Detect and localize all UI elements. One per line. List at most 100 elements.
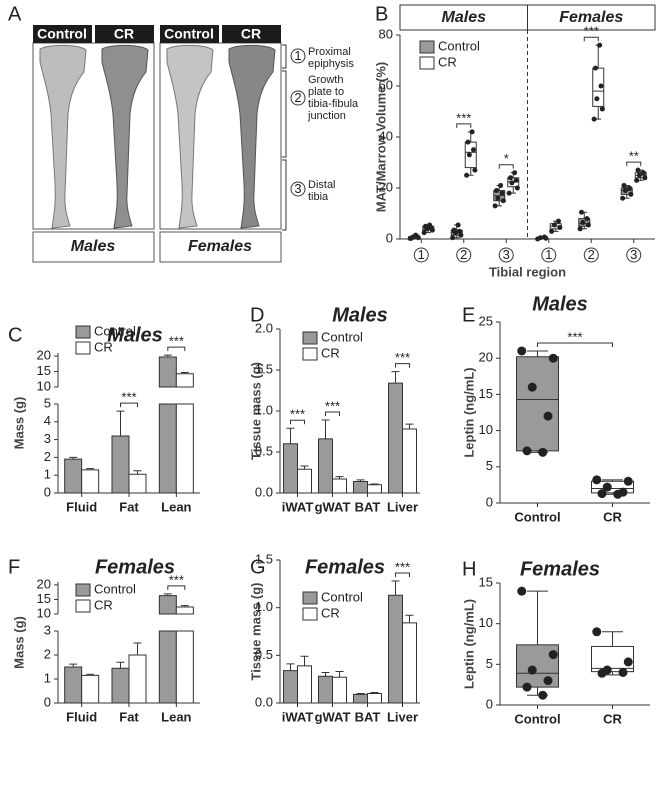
- significance-bracket: [537, 342, 613, 347]
- y-tick-label: 10: [479, 615, 493, 630]
- error-bar: [180, 371, 189, 374]
- bar: [81, 674, 100, 704]
- error-bar: [163, 593, 172, 596]
- data-point: [450, 235, 456, 241]
- circled-number: [290, 181, 306, 197]
- error-bar: [86, 468, 95, 470]
- bar: [388, 382, 403, 494]
- legend-swatch: [419, 56, 435, 70]
- bar: [175, 373, 194, 494]
- y-tick-label: 0.0: [255, 694, 273, 709]
- circled-number-text: 1: [418, 247, 425, 262]
- significance-bracket: [456, 123, 472, 128]
- region-text: Proximal: [308, 46, 351, 58]
- data-point: [538, 447, 548, 457]
- error-bar: [391, 580, 400, 596]
- significance-label: ***: [584, 24, 599, 39]
- circled-number: [456, 247, 472, 263]
- y-tick-label: 4: [44, 413, 51, 428]
- data-point: [522, 446, 532, 456]
- y-axis-label: Tissue mass (g): [248, 362, 263, 460]
- circled-number-text: 1: [545, 247, 552, 262]
- column-header: Control: [164, 26, 214, 42]
- significance-bracket: [395, 572, 410, 577]
- data-point: [636, 172, 642, 178]
- data-point: [641, 170, 646, 176]
- legend-swatch: [302, 591, 318, 605]
- data-point: [642, 175, 648, 181]
- bar: [283, 670, 298, 704]
- y-tick-label: 1.5: [255, 361, 273, 376]
- data-point: [556, 218, 561, 224]
- x-tick-label: Fat: [119, 709, 139, 724]
- data-point: [628, 191, 634, 197]
- y-axis-label: Mass (g): [11, 397, 26, 450]
- column-header: Control: [37, 26, 87, 42]
- x-tick-label: BAT: [355, 709, 381, 724]
- data-point: [598, 83, 604, 89]
- y-tick-label: 0.0: [255, 484, 273, 499]
- x-tick-label: Fat: [119, 499, 139, 514]
- y-tick-label: 10: [37, 378, 51, 393]
- data-point: [527, 665, 537, 675]
- error-bar: [321, 419, 330, 439]
- error-bar: [370, 692, 379, 694]
- region-text: plate to: [308, 86, 344, 98]
- significance-bracket: [167, 346, 186, 352]
- y-tick-label: 40: [379, 128, 393, 143]
- error-bar: [405, 423, 414, 430]
- y-tick-label: 2: [44, 449, 51, 464]
- circled-number: [583, 247, 599, 263]
- error-bar: [335, 476, 344, 480]
- column-header: CR: [241, 26, 261, 42]
- bar: [128, 654, 147, 704]
- bar: [64, 458, 83, 494]
- data-point: [635, 167, 641, 173]
- x-tick-label: Liver: [387, 499, 418, 514]
- data-point: [627, 185, 632, 191]
- bar: [388, 594, 403, 704]
- y-tick-label: 0: [486, 696, 493, 711]
- data-point: [597, 42, 603, 48]
- data-point: [548, 650, 558, 660]
- significance-bracket: [290, 419, 305, 425]
- bar: [402, 622, 417, 704]
- data-point: [513, 177, 519, 183]
- circled-number-text: 2: [588, 247, 595, 262]
- data-point: [522, 682, 532, 692]
- data-point: [591, 116, 597, 122]
- data-point: [622, 188, 628, 194]
- error-bar: [391, 371, 400, 384]
- data-point: [584, 216, 590, 222]
- legend-label: Control: [321, 329, 363, 344]
- panel-label: A: [8, 3, 22, 25]
- circled-number-text: 2: [294, 90, 301, 105]
- header-box: [160, 25, 219, 43]
- y-tick-label: 1: [44, 467, 51, 482]
- significance-label: ***: [395, 559, 410, 574]
- y-tick-label: 15: [37, 591, 51, 606]
- y-axis-label: Tissue mass (g): [248, 582, 263, 680]
- y-tick-label: 25: [479, 313, 493, 328]
- y-tick-label: 10: [479, 422, 493, 437]
- significance-label: ***: [456, 110, 471, 125]
- legend-label: Control: [438, 38, 480, 53]
- data-point: [623, 476, 633, 486]
- group-header-box: [527, 4, 656, 31]
- x-tick-label: Fluid: [66, 499, 97, 514]
- data-point: [471, 147, 476, 153]
- data-point: [457, 228, 462, 234]
- data-point: [409, 235, 414, 241]
- data-point: [592, 475, 602, 485]
- y-tick-label: 0.5: [255, 647, 273, 662]
- data-point: [597, 489, 607, 499]
- data-point: [427, 222, 433, 228]
- x-tick-label: gWAT: [315, 709, 351, 724]
- data-point: [466, 152, 472, 158]
- data-point: [602, 482, 612, 492]
- significance-label: ***: [121, 390, 136, 405]
- data-point: [514, 185, 520, 191]
- bar: [175, 606, 194, 704]
